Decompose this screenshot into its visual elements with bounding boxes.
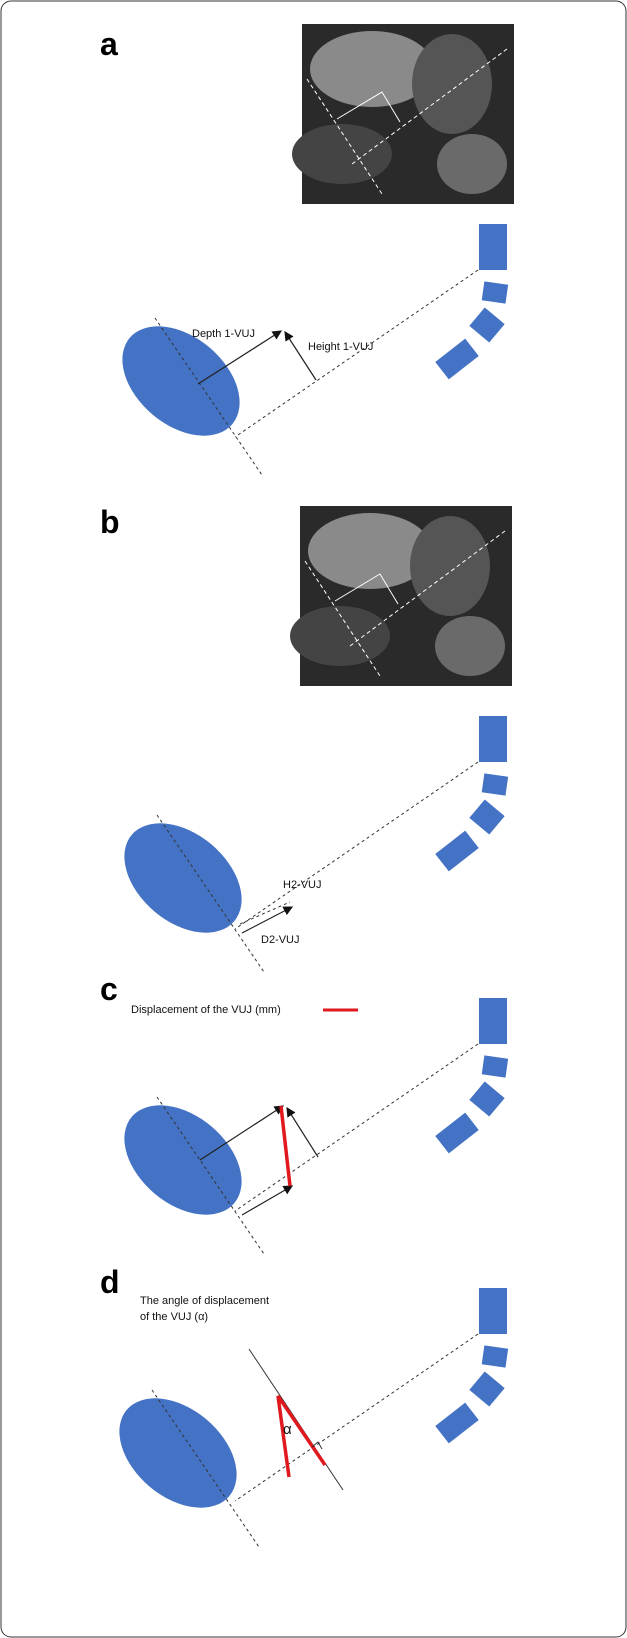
spine: [235, 224, 508, 437]
label: Depth 1-VUJ: [192, 328, 255, 340]
border: [1, 1, 626, 1637]
label: Height 1-VUJ: [308, 341, 373, 353]
mri-image: [290, 506, 512, 686]
bladder: [103, 1083, 264, 1254]
caption: of the VUJ (α): [140, 1311, 208, 1323]
bladder: [98, 1376, 259, 1547]
arrow: [287, 1108, 318, 1157]
spine: [235, 1288, 508, 1501]
panel-label: a: [100, 26, 118, 62]
label: H2-VUJ: [283, 879, 322, 891]
legend-text: Displacement of the VUJ (mm): [131, 1004, 281, 1016]
caption: The angle of displacement: [140, 1295, 269, 1307]
spine: [235, 998, 508, 1211]
displacement-line: [281, 1106, 290, 1186]
spine: [235, 716, 508, 929]
panel-label: c: [100, 971, 118, 1007]
panel-label: b: [100, 504, 120, 540]
bladder: [103, 801, 264, 972]
figure: a Depth 1-VUJ Height 1-VUJ b H2-VUJ D2-V…: [0, 0, 627, 1638]
arrow: [285, 332, 316, 380]
label: D2-VUJ: [261, 934, 300, 946]
angle-symbol: α: [283, 1421, 292, 1438]
mri-image: [292, 24, 514, 204]
panel-label: d: [100, 1264, 120, 1300]
arrow: [242, 907, 292, 933]
